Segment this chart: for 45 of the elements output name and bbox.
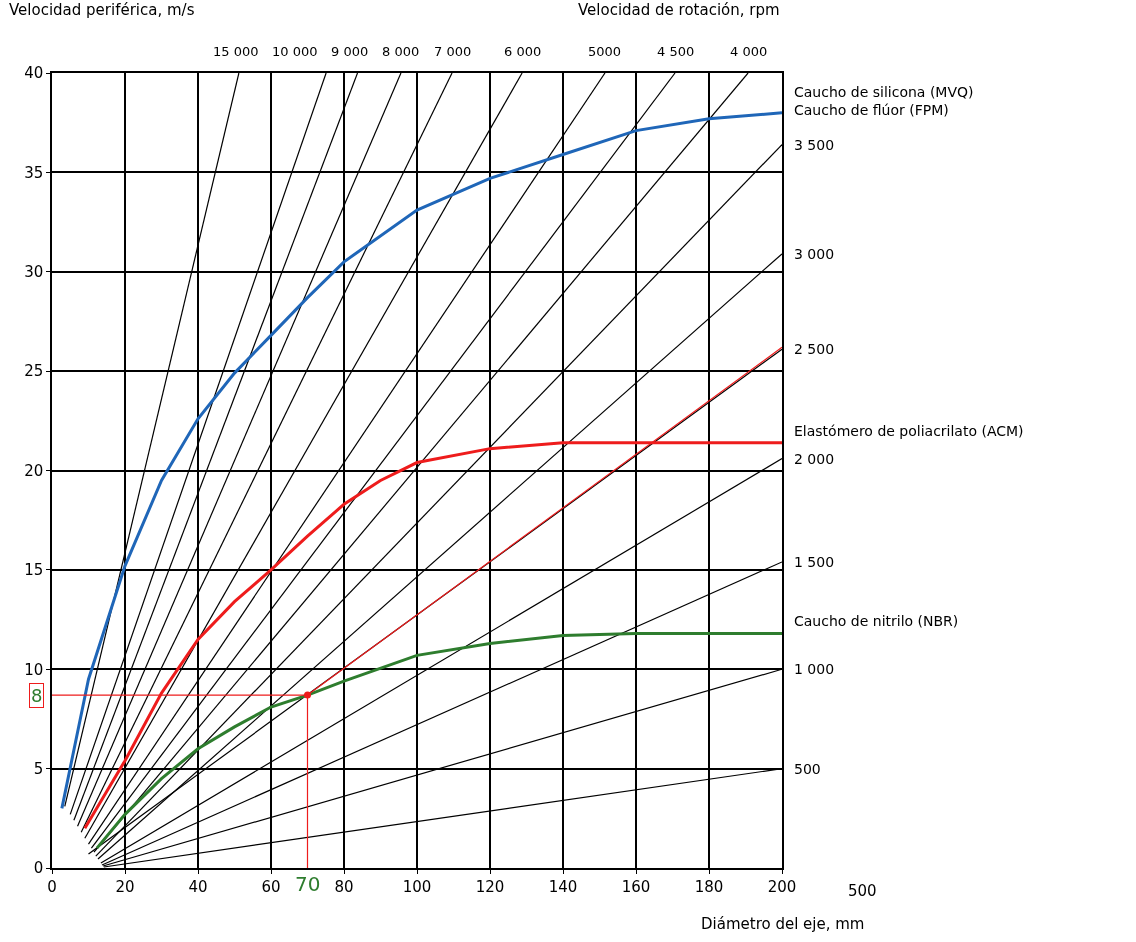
x-tick-label: 0 (47, 877, 57, 896)
x-axis-title: Diámetro del eje, mm (701, 915, 865, 933)
series-label: 1 500 (794, 554, 835, 570)
y-tick-label: 20 (24, 461, 44, 480)
series-label: 3 000 (794, 246, 835, 262)
y-tick-label: 0 (33, 859, 44, 878)
series-label: 9 000 (331, 44, 369, 59)
x-tick-label: 40 (188, 877, 208, 896)
x-tick-label: 100 (402, 877, 432, 896)
y-tick-label: 40 (24, 64, 44, 83)
series-label: 500 (794, 761, 821, 777)
x-tick-label: 140 (548, 877, 578, 896)
text: Velocidad de rotación, rpm (578, 1, 780, 19)
y-tick-label: 10 (24, 660, 44, 679)
x-tick-label: 180 (694, 877, 724, 896)
y-tick-label: 35 (24, 163, 44, 182)
x-tick-label: 60 (261, 877, 281, 896)
text: 70 (295, 872, 321, 896)
x-tick-label: 20 (115, 877, 135, 896)
series-label: 2 000 (794, 451, 835, 467)
series-label: Caucho de nitrilo (NBR) (794, 613, 959, 629)
series-label: 15 000 (213, 44, 259, 59)
text: 500 (848, 882, 877, 900)
series-label: 7 000 (434, 44, 472, 59)
series-label: Elastómero de poliacrilato (ACM) (794, 423, 1024, 439)
series-label: 3 500 (794, 137, 835, 153)
y-axis-title: Velocidad periférica, m/s (9, 1, 195, 19)
series-label: 8 000 (382, 44, 420, 59)
series-label: 6 000 (504, 44, 542, 59)
y-tick-label: 15 (24, 561, 44, 580)
series-label: 4 500 (657, 44, 695, 59)
series-label: 4 000 (730, 44, 768, 59)
y-tick-label: 25 (24, 362, 44, 381)
series-label: 5000 (588, 44, 622, 59)
y-tick-label: 5 (33, 759, 44, 778)
y-tick-label: 30 (24, 263, 44, 281)
series-label: Caucho de silicona (MVQ) Caucho de flúor (FPM) (794, 84, 974, 119)
x-tick-label: 200 (767, 877, 797, 896)
series-label: 10 000 (272, 44, 318, 59)
series-label: 2 500 (794, 341, 835, 357)
series-label: 1 000 (794, 661, 835, 677)
text: 8 (31, 685, 43, 706)
x-tick-label: 80 (334, 877, 354, 896)
x-tick-label: 160 (621, 877, 651, 896)
x-tick-label: 120 (475, 877, 505, 896)
